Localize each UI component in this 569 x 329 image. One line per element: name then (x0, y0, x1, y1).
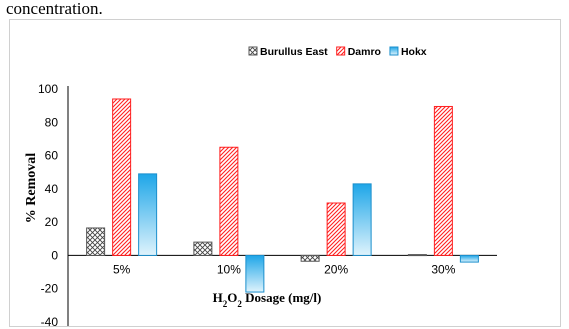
bar-damro-4 (433, 105, 453, 256)
legend-label-burullus-east: Burullus East (260, 46, 328, 58)
bar-burullus-east-2 (193, 241, 213, 256)
xlabel-h: H (213, 290, 223, 305)
y-tick-label: 80 (45, 115, 59, 129)
legend: Burullus East Damro Hokx (248, 46, 427, 58)
bars (86, 98, 479, 293)
x-tick-label: 30% (431, 262, 455, 276)
bar-hokx-2 (245, 254, 265, 293)
y-tick-label: 60 (45, 149, 59, 163)
header-text: concentration. (6, 0, 103, 18)
x-tick-label: 10% (217, 262, 241, 276)
bar-damro-1 (112, 98, 132, 256)
bar-hokx-3 (352, 183, 372, 256)
legend-label-hokx: Hokx (401, 46, 427, 58)
x-tick-label: 5% (113, 262, 131, 276)
y-tick-label: 0 (51, 248, 58, 262)
bar-damro-2 (219, 146, 239, 256)
x-tick-labels: 5% 10% 20% 30% (113, 262, 456, 276)
legend-label-damro: Damro (348, 46, 381, 58)
y-axis-title: % Removal (24, 153, 39, 223)
y-tick-label: 40 (45, 182, 59, 196)
bar-burullus-east-1 (86, 227, 106, 256)
bar-hokx-1 (138, 173, 158, 256)
bar-damro-3 (326, 202, 346, 256)
y-tick-labels: -40 -20 0 20 40 60 80 100 (38, 82, 58, 329)
x-axis-title: H2O2 Dosage (mg/l) (213, 290, 322, 309)
legend-swatch-hokx (389, 46, 399, 56)
chart-frame (9, 19, 561, 327)
legend-swatch-burullus-east (248, 46, 258, 56)
y-tick-label: -40 (41, 315, 59, 329)
y-tick-label: -20 (41, 282, 59, 296)
y-tick-label: 100 (38, 82, 58, 96)
bar-hokx-4 (459, 254, 479, 263)
bar-burullus-east-3 (300, 254, 320, 262)
bar-burullus-east-4 (407, 254, 427, 257)
y-tick-label: 20 (45, 215, 59, 229)
x-tick-label: 20% (324, 262, 348, 276)
legend-swatch-damro (336, 46, 346, 56)
